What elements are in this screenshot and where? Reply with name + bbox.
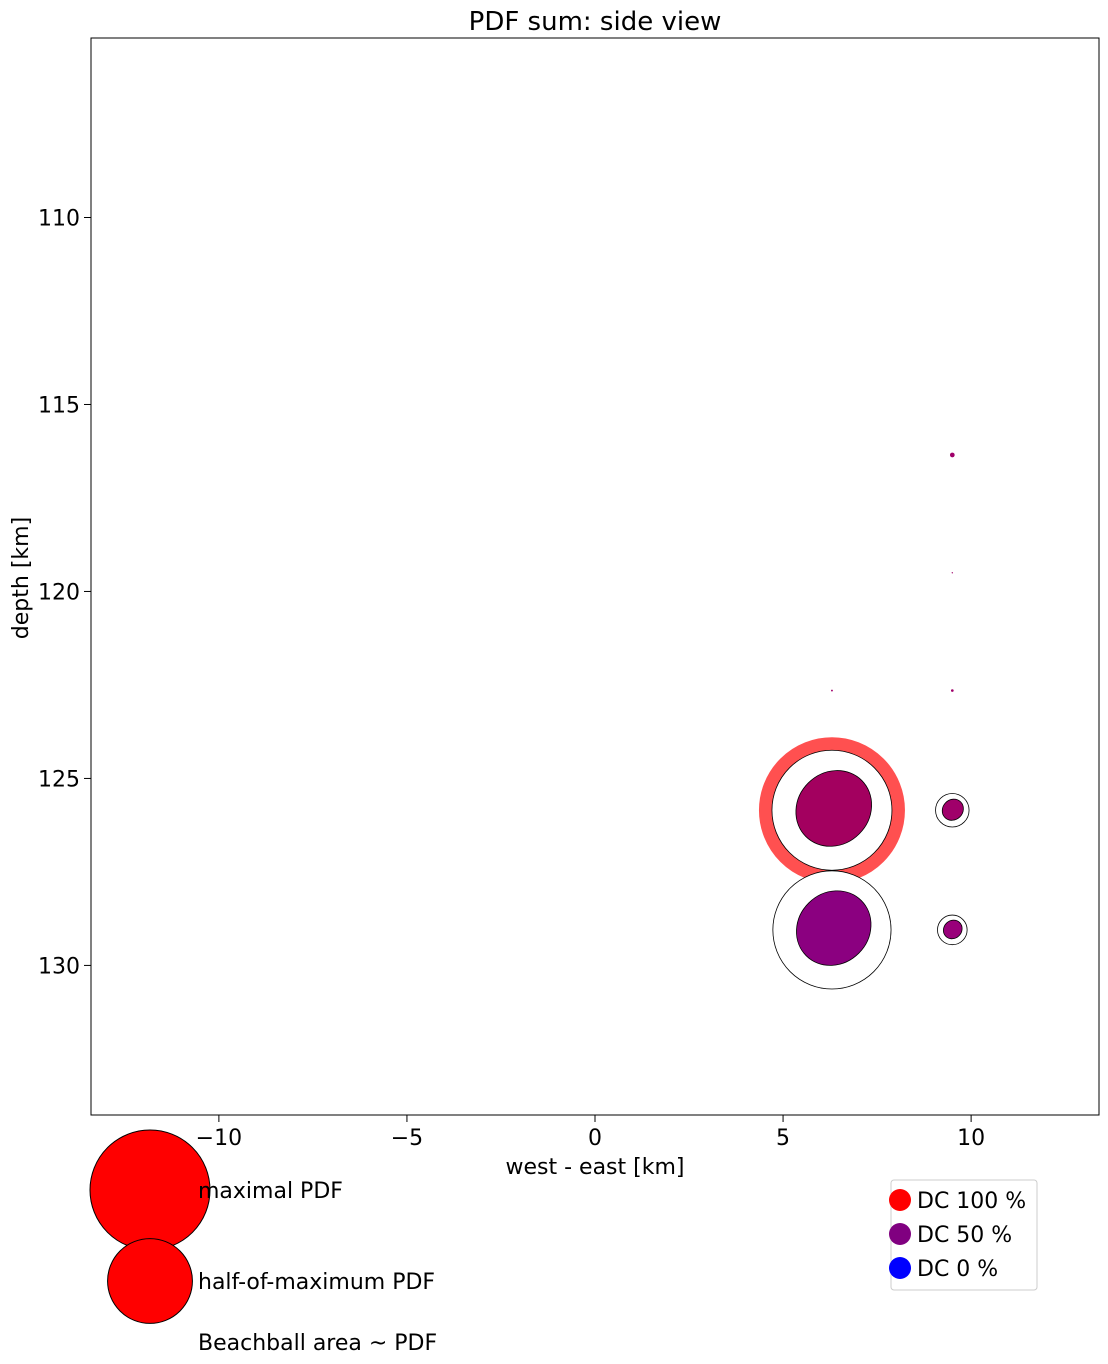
size-legend-label: maximal PDF — [198, 1179, 343, 1204]
size-legend-circle — [107, 1238, 193, 1324]
beachball-marker — [951, 572, 953, 574]
beachball-markers — [758, 452, 970, 990]
size-legend-note: Beachball area ~ PDF — [198, 1331, 437, 1356]
beachball-marker — [937, 914, 968, 946]
beachball-marker — [950, 689, 954, 692]
x-axis-label: west - east [km] — [506, 1155, 685, 1180]
beachball-compressional-lobe — [943, 919, 963, 940]
beachball-dot — [949, 452, 955, 458]
beachball-marker — [830, 689, 833, 692]
beachball-marker — [949, 452, 955, 458]
size-legend: maximal PDF half-of-maximum PDF — [89, 1129, 435, 1324]
size-legend-label: half-of-maximum PDF — [198, 1270, 435, 1295]
y-tick-label: 110 — [38, 207, 80, 232]
beachball-dot — [950, 689, 954, 692]
beachball-dot — [951, 572, 953, 574]
x-tick-label: 5 — [776, 1126, 790, 1151]
color-legend-label: DC 100 % — [917, 1189, 1026, 1214]
color-legend: DC 100 % DC 50 % DC 0 % — [889, 1179, 1038, 1291]
beachball-compressional-lobe — [796, 890, 872, 966]
plot-area-frame — [90, 37, 1100, 1116]
y-tick-label: 130 — [38, 954, 80, 979]
color-legend-label: DC 50 % — [917, 1223, 1012, 1248]
x-tick-label: −5 — [391, 1126, 423, 1151]
beachball-marker — [935, 793, 970, 828]
color-legend-swatch — [889, 1257, 911, 1279]
beachball-marker — [758, 737, 905, 884]
beachball-compressional-lobe — [941, 798, 964, 821]
y-axis-label: depth [km] — [9, 517, 34, 639]
color-legend-swatch — [889, 1223, 911, 1245]
y-tick-label: 120 — [38, 580, 80, 605]
chart-title: PDF sum: side view — [469, 7, 722, 37]
color-legend-swatch — [889, 1189, 911, 1211]
x-tick-label: −10 — [196, 1126, 242, 1151]
y-tick-label: 115 — [38, 393, 80, 418]
x-tick-label: 0 — [588, 1126, 602, 1151]
y-tick-label: 125 — [38, 767, 80, 792]
x-axis-ticks: −10 −5 0 5 10 — [196, 1115, 985, 1151]
y-axis-ticks: 110 115 120 125 130 — [38, 207, 91, 979]
color-legend-label: DC 0 % — [917, 1257, 998, 1282]
beachball-compressional-lobe — [795, 770, 872, 847]
size-legend-circle — [89, 1129, 211, 1251]
beachball-dot — [830, 689, 833, 692]
beachball-marker — [772, 870, 892, 990]
x-tick-label: 10 — [957, 1126, 985, 1151]
